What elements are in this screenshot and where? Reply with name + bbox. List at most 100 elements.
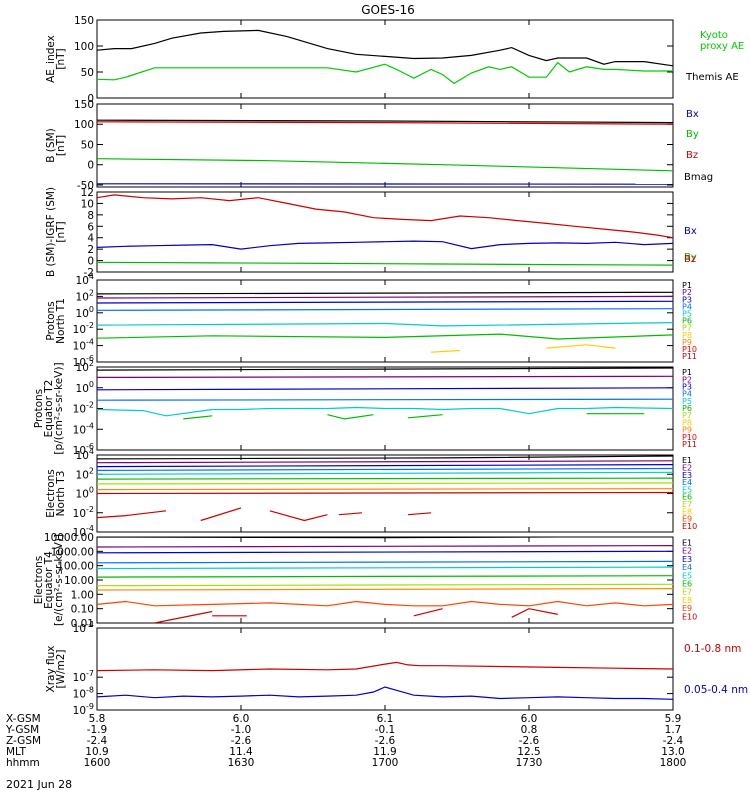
y-axis-label: Electrons (33, 556, 45, 605)
panel-frame (96, 191, 674, 273)
y-tick-label: 1000.00 (51, 546, 94, 558)
series-line-p1 (97, 367, 673, 371)
y-tick-label: 0 (87, 93, 94, 105)
series-line-e6 (97, 575, 673, 578)
legend-entry: P1 (682, 368, 692, 377)
series-line-e8 (97, 587, 673, 591)
y-axis-label: North T1 (55, 298, 67, 344)
legend-entry: 0.05-0.4 nm (684, 684, 748, 696)
y-tick-label: 100 (74, 119, 94, 131)
x-row-label: X-GSM (6, 713, 41, 725)
series-line-e5 (97, 566, 673, 570)
legend-entry: Themis AE (685, 72, 739, 83)
y-tick-label: 1.00 (71, 589, 94, 601)
legend-entry: P8 (682, 418, 692, 427)
series-line-bz (97, 121, 673, 125)
legend-entry: Bx (684, 226, 697, 237)
y-tick-label: 10-4 (73, 421, 94, 436)
x-tick-label: 1700 (372, 757, 399, 769)
panel-ee: 10000.00 1000.00 100.00 10.00 1.00 0.10 0.01 El… (33, 532, 697, 630)
legend-entry: E4 (682, 563, 692, 572)
series-line-e3 (97, 550, 673, 554)
panel-frame (96, 536, 674, 624)
series-line-p1 (97, 291, 673, 295)
legend-entry: E10 (682, 612, 697, 621)
legend-entry: Kyoto (700, 30, 728, 41)
y-tick-label: 10-7 (73, 669, 94, 684)
panel-frame (96, 19, 674, 99)
panel-frame (96, 103, 674, 188)
x-tick-label: 12.5 (517, 746, 540, 758)
x-tick-label: 11.9 (373, 746, 396, 758)
legend-entry: E3 (682, 471, 692, 480)
x-tick-label: 1600 (84, 757, 111, 769)
y-tick-label: 10-2 (73, 401, 94, 416)
legend-entry: E8 (682, 596, 692, 605)
legend-entry: E8 (682, 507, 692, 516)
series-line-p3 (97, 387, 673, 391)
series-line-by (97, 261, 673, 266)
y-tick-label: 10-4 (73, 338, 94, 353)
y-axis-label: [nT] (55, 221, 67, 242)
chart-title: GOES-16 (361, 3, 415, 17)
series-line-e3 (97, 464, 673, 468)
x-row-label: Z-GSM (6, 735, 41, 747)
series-line-e10b (200, 507, 242, 522)
x-tick-label: 6.0 (233, 713, 250, 725)
series-line-e9 (97, 600, 673, 607)
legend-entry: E9 (682, 515, 692, 524)
series-line-e9 (97, 491, 673, 495)
y-axis-label: [nT] (55, 48, 67, 69)
series-line-p5 (97, 406, 673, 417)
y-axis-label: [e/(cm²-s-sr-keV)] (53, 534, 65, 626)
y-tick-label: 0 (87, 160, 94, 172)
legend-entry: Bz (686, 150, 698, 161)
y-tick-label: 104 (76, 447, 94, 462)
y-tick-label: 102 (76, 466, 94, 481)
y-tick-label: 8 (87, 210, 94, 222)
y-tick-label: 100 (76, 486, 94, 501)
series-line-e2 (97, 460, 673, 464)
series-line-bx (97, 240, 673, 250)
series-line-themis-ae (97, 29, 673, 67)
legend-entry: P5 (682, 397, 692, 406)
series-line-p2 (97, 375, 673, 378)
y-tick-label: 150 (74, 15, 94, 27)
y-tick-label: 102 (76, 359, 94, 374)
y-axis-label: B (SM) (45, 128, 57, 162)
series-line-bz (97, 194, 673, 239)
y-tick-label: -2 (84, 267, 94, 279)
legend-entry: Bmag (684, 172, 713, 183)
legend-entry: P1 (682, 281, 692, 290)
x-tick-label: -2.6 (375, 735, 396, 747)
legend-entry: P9 (682, 426, 692, 435)
legend-entry: 0.1-0.8 nm (684, 643, 741, 655)
y-tick-label: 104 (76, 272, 94, 287)
y-axis-label: [p/(cm²-s-sr-keV)] (53, 362, 65, 454)
y-axis-label: B (SM)-IGRF (SM) (45, 187, 57, 277)
legend-entry: By (686, 129, 699, 140)
legend-entry: P11 (682, 440, 697, 449)
series-line-e8 (97, 488, 673, 491)
series-line-e10e (407, 512, 432, 516)
x-tick-label: 11.4 (229, 746, 253, 758)
x-tick-label: 6.1 (377, 713, 394, 725)
y-tick-label: 0 (87, 256, 94, 268)
y-tick-label: 2 (87, 244, 94, 256)
y-axis-label: North T3 (55, 471, 67, 517)
legend-entry: P10 (682, 345, 697, 354)
legend-entry: E7 (682, 500, 692, 509)
legend-entry: E3 (682, 555, 692, 564)
series-line-by (97, 158, 673, 172)
legend-entry: P4 (682, 390, 692, 399)
y-tick-label: 10-2 (73, 505, 94, 520)
x-tick-label: -0.1 (375, 724, 396, 736)
y-axis-label: Equator T4 (43, 551, 55, 609)
y-tick-label: 10000.00 (44, 532, 94, 544)
x-row-label: Y-GSM (5, 724, 39, 736)
y-axis-label: [nT] (55, 135, 67, 156)
y-tick-label: 10-4 (73, 620, 94, 635)
